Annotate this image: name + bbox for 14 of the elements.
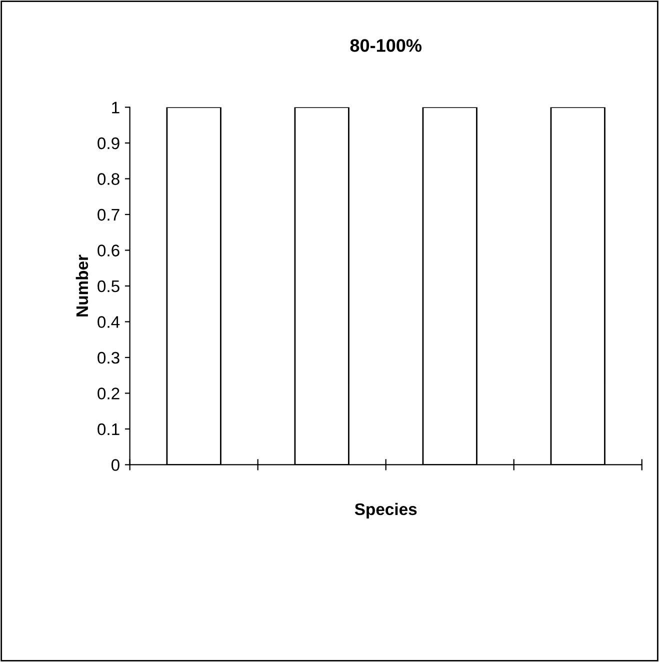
y-tick-label: 1 <box>112 102 120 114</box>
y-axis-title: Number <box>76 254 88 316</box>
y-tick-label: 0.6 <box>98 244 120 256</box>
chart-title: 80-100% <box>350 39 422 52</box>
y-tick-label: 0.1 <box>98 423 120 436</box>
y-tick-label: 0.5 <box>98 280 120 292</box>
y-tick-label: 0.8 <box>98 173 120 185</box>
y-tick-label: 0.2 <box>98 388 120 400</box>
x-axis-title: Species <box>354 502 417 518</box>
y-tick-label: 0.3 <box>98 352 120 364</box>
y-tick-label: 0 <box>111 459 120 471</box>
y-tick-label: 0.7 <box>98 208 120 221</box>
y-tick-label: 0.9 <box>98 137 120 150</box>
y-tick-label: 0.4 <box>98 316 120 328</box>
